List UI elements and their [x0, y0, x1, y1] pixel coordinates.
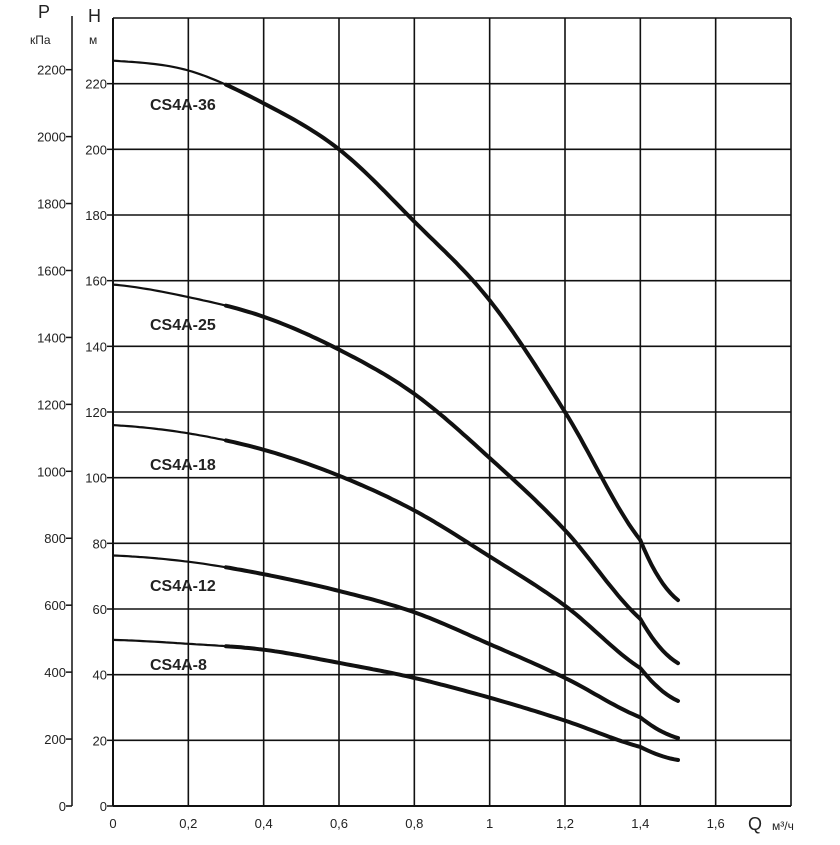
q-axis-unit: м³/ч	[772, 819, 794, 833]
x-tick-label: 1,4	[631, 816, 649, 831]
curve-label-cs4a-36: CS4A-36	[150, 97, 216, 114]
p-tick-label: 1400	[37, 330, 66, 345]
h-tick-label: 220	[85, 77, 107, 92]
p-tick-label: 400	[44, 665, 66, 680]
p-tick-label: 1800	[37, 197, 66, 212]
curve-cs4a-36	[224, 82, 680, 603]
x-tick-label: 0,4	[255, 816, 273, 831]
p-tick-label: 800	[44, 531, 66, 546]
curve-cs4a-8-thin	[112, 638, 227, 648]
h-tick-label: 120	[85, 405, 107, 420]
x-tick-label: 0	[109, 816, 116, 831]
q-axis-title: Q	[748, 814, 762, 834]
curve-cs4a-18	[224, 438, 680, 703]
p-axis-unit: кПа	[30, 33, 51, 47]
curve-cs4a-12-thin	[112, 554, 227, 569]
x-tick-label: 0,8	[405, 816, 423, 831]
h-tick-label: 160	[85, 274, 107, 289]
p-tick-label: 1200	[37, 397, 66, 412]
p-tick-label: 0	[59, 799, 66, 814]
h-axis-title: H	[88, 6, 101, 26]
h-tick-label: 180	[85, 208, 107, 223]
axes: 0 0,2 0,4 0,6 0,8 1 1,2 1,4 1,6 0 20 40 60 80 100 120 14…	[37, 16, 725, 831]
curves	[112, 59, 680, 762]
curve-cs4a-8	[224, 644, 680, 762]
curve-cs4a-12	[224, 565, 680, 740]
h-tick-label: 20	[93, 733, 107, 748]
p-tick-label: 1600	[37, 263, 66, 278]
curve-label-cs4a-25: CS4A-25	[150, 317, 216, 334]
curve-labels: CS4A-36 CS4A-25 CS4A-18 CS4A-12 CS4A-8	[150, 97, 216, 674]
h-tick-label: 80	[93, 536, 107, 551]
x-tick-label: 1,2	[556, 816, 574, 831]
p-axis-title: P	[38, 2, 50, 22]
x-tick-label: 0,2	[179, 816, 197, 831]
x-tick-label: 0,6	[330, 816, 348, 831]
curve-cs4a-25-thin	[112, 283, 227, 307]
h-tick-label: 140	[85, 339, 107, 354]
h-tick-label: 0	[100, 799, 107, 814]
p-tick-label: 1000	[37, 464, 66, 479]
p-tick-label: 600	[44, 598, 66, 613]
h-tick-label: 40	[93, 668, 107, 683]
p-tick-label: 200	[44, 732, 66, 747]
h-tick-label: 60	[93, 602, 107, 617]
p-tick-label: 2000	[37, 130, 66, 145]
x-tick-label: 1	[486, 816, 493, 831]
curve-label-cs4a-18: CS4A-18	[150, 457, 216, 474]
h-axis-unit: м	[89, 33, 97, 47]
h-tick-label: 100	[85, 471, 107, 486]
curve-label-cs4a-12: CS4A-12	[150, 578, 216, 595]
curve-cs4a-25	[224, 303, 680, 666]
h-tick-label: 200	[85, 142, 107, 157]
x-tick-label: 1,6	[707, 816, 725, 831]
grid	[112, 17, 792, 807]
curve-cs4a-36-thin	[112, 59, 227, 86]
curve-cs4a-18-thin	[112, 424, 227, 442]
curve-label-cs4a-8: CS4A-8	[150, 657, 207, 674]
p-tick-label: 2200	[37, 63, 66, 78]
